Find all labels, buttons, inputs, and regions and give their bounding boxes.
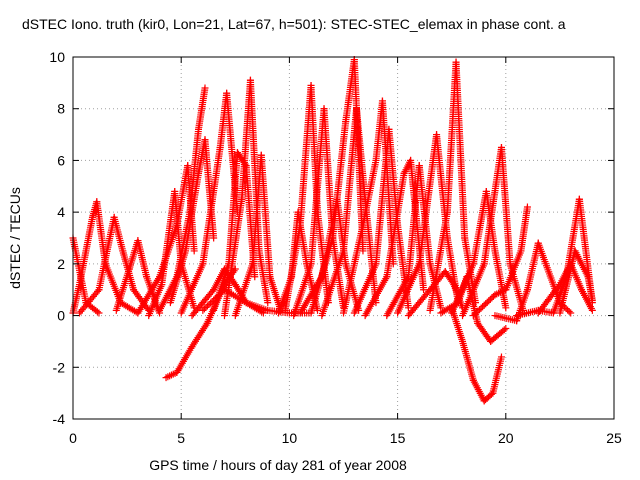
- data-arc: [340, 97, 397, 317]
- y-axis-label: dSTEC / TECUs: [7, 187, 23, 289]
- y-tick-label: -4: [53, 411, 66, 427]
- data-point: [203, 302, 211, 310]
- data-point: [500, 326, 508, 334]
- data-point: [502, 304, 510, 312]
- data-point: [420, 286, 428, 294]
- x-tick-label: 25: [606, 430, 622, 446]
- data-point: [479, 303, 487, 311]
- data-point: [94, 287, 102, 295]
- x-axis-label: GPS time / hours of day 281 of year 2008: [149, 457, 407, 473]
- data-point: [480, 301, 488, 309]
- x-axis-ticks: 0 5 10 15 20 25: [69, 57, 622, 446]
- data-point: [474, 307, 482, 315]
- data-point: [471, 310, 479, 318]
- data-point: [486, 295, 494, 303]
- data-arc: [166, 136, 218, 307]
- data-point: [264, 299, 272, 307]
- data-arc: [426, 58, 480, 314]
- data-arc: [383, 162, 445, 320]
- data-point: [217, 289, 225, 297]
- data-point: [404, 304, 412, 312]
- data-point: [588, 296, 596, 304]
- data-point: [211, 295, 219, 303]
- data-point: [210, 234, 218, 242]
- data-point: [208, 298, 216, 306]
- x-tick-label: 15: [390, 430, 406, 446]
- data-arc: [220, 76, 272, 320]
- y-tick-label: 0: [57, 308, 65, 324]
- y-tick-label: 8: [57, 101, 65, 117]
- y-tick-label: 4: [57, 204, 65, 220]
- data-point: [314, 306, 322, 314]
- data-arc: [469, 203, 531, 320]
- data-point: [205, 300, 213, 308]
- data-point: [213, 293, 221, 301]
- data-point: [472, 309, 480, 317]
- data-arc: [177, 89, 241, 317]
- data-point: [199, 306, 207, 314]
- data-arc: [448, 304, 505, 405]
- y-axis-ticks: -4 -2 0 2 4 6 8 10: [49, 49, 614, 427]
- plot-frame: [72, 56, 615, 420]
- data-point: [251, 273, 259, 281]
- x-tick-label: 0: [69, 430, 77, 446]
- data-point: [588, 306, 596, 314]
- data-point: [190, 247, 198, 255]
- data-point: [483, 298, 491, 306]
- data-point: [231, 265, 239, 273]
- data-point: [564, 306, 572, 314]
- data-arc: [75, 213, 153, 317]
- data-point: [565, 308, 573, 316]
- y-tick-label: 6: [57, 152, 65, 168]
- x-tick-label: 10: [282, 430, 298, 446]
- data-point: [555, 282, 563, 290]
- chart-title: dSTEC Iono. truth (kir0, Lon=21, Lat=67,…: [22, 16, 566, 32]
- data-point: [485, 297, 493, 305]
- data-point: [201, 84, 209, 92]
- data-point: [200, 305, 208, 313]
- data-point: [95, 309, 103, 317]
- data-point: [214, 292, 222, 300]
- data-arc: [556, 247, 596, 317]
- data-point: [93, 308, 101, 316]
- data-arc: [448, 187, 510, 317]
- data-point: [449, 279, 457, 287]
- data-point: [567, 309, 575, 317]
- data-arc: [231, 151, 285, 320]
- data-point: [497, 353, 505, 361]
- data-marks: [69, 56, 596, 405]
- data-point: [207, 299, 215, 307]
- y-tick-label: 2: [57, 256, 65, 272]
- data-point: [477, 304, 485, 312]
- data-point: [202, 303, 210, 311]
- x-tick-label: 20: [498, 430, 514, 446]
- data-point: [523, 203, 531, 211]
- data-point: [502, 325, 510, 332]
- data-point: [216, 290, 224, 298]
- y-tick-label: -2: [53, 359, 66, 375]
- x-tick-label: 5: [177, 430, 185, 446]
- data-point: [469, 312, 477, 320]
- data-point: [210, 296, 218, 304]
- y-tick-label: 10: [49, 49, 65, 65]
- data-point: [476, 306, 484, 314]
- data-point: [482, 300, 490, 308]
- data-point: [488, 294, 496, 302]
